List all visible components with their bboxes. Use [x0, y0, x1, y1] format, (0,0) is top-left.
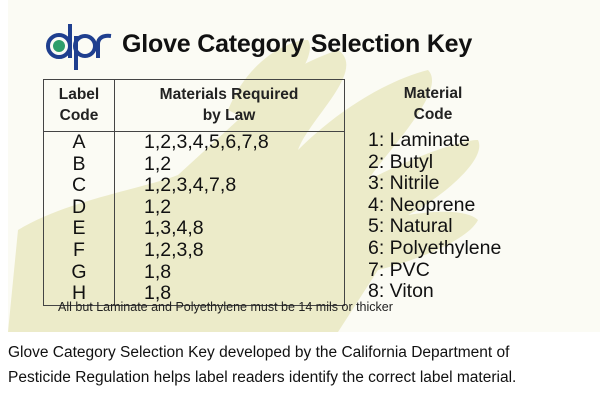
row-label-code: C — [71, 174, 87, 197]
row-materials: 1,3,4,8 — [144, 217, 204, 240]
header-line: Materials Required — [159, 86, 299, 103]
row-materials: 1,2,3,4,5,6,7,8 — [144, 131, 269, 153]
header-line: Code — [59, 107, 99, 124]
material-code-item: 5: Natural — [368, 215, 453, 238]
material-code-item: 8: Viton — [368, 280, 434, 303]
row-materials: 1,8 — [144, 282, 172, 305]
row-label-code: A — [72, 131, 86, 153]
caption-line: Pesticide Regulation helps label readers… — [8, 369, 517, 386]
header-line: Code — [413, 106, 453, 123]
row-label-code: B — [72, 152, 86, 175]
row-label-code: E — [72, 217, 86, 240]
row-materials: 1,2,3,8 — [144, 238, 204, 261]
material-code-item: 6: Polyethylene — [368, 236, 502, 259]
row-materials: 1,2,3,4,7,8 — [144, 174, 237, 197]
material-code-item: 2: Butyl — [368, 150, 434, 173]
glove-background-illustration — [8, 40, 480, 332]
material-code-item: 3: Nitrile — [368, 172, 440, 195]
material-code-header: Material Code — [353, 83, 513, 125]
material-code-item: 7: PVC — [368, 258, 430, 281]
row-label-code: D — [71, 195, 87, 218]
material-code-list: 1: Laminate 2: Butyl 3: Nitrile 4: Neoprene… — [368, 129, 502, 303]
material-code-item: 4: Neoprene — [368, 193, 476, 216]
header-materials-required: Materials Required by Law — [114, 84, 344, 126]
dpr-logo — [46, 24, 112, 70]
header-line: Material — [403, 85, 463, 102]
header-label-code: Label Code — [44, 84, 114, 126]
glove-key-figure: Glove Category Selection Key Label Code … — [8, 0, 600, 332]
figure-title: Glove Category Selection Key — [122, 30, 473, 58]
thickness-note: All but Laminate and Polyethylene must b… — [58, 300, 393, 314]
caption-line: Glove Category Selection Key developed b… — [8, 344, 510, 361]
row-label-code: G — [71, 260, 87, 283]
row-materials: 1,8 — [144, 260, 172, 283]
row-label-code: F — [73, 238, 85, 261]
materials-column: 1,2,3,4,5,6,7,8 1,2 1,2,3,4,7,8 1,2 1,3,4,8 1… — [144, 131, 269, 305]
header-line: by Law — [202, 107, 256, 124]
header-divider — [44, 131, 344, 132]
material-code-item: 1: Laminate — [368, 129, 470, 151]
row-materials: 1,2 — [144, 152, 172, 175]
row-label-code: H — [71, 282, 87, 305]
row-materials: 1,2 — [144, 195, 172, 218]
header-line: Label — [58, 86, 100, 103]
column-divider — [114, 80, 115, 305]
